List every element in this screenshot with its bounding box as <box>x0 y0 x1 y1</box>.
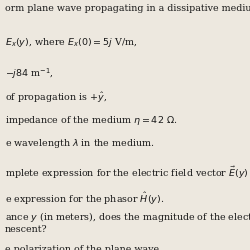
Text: of propagation is $+\hat{y}$,: of propagation is $+\hat{y}$, <box>5 90 107 105</box>
Text: impedance of the medium $\eta = 42\ \Omega$.: impedance of the medium $\eta = 42\ \Ome… <box>5 114 178 127</box>
Text: $E_x(y)$, where $E_x(0) = 5j$ V/m,: $E_x(y)$, where $E_x(0) = 5j$ V/m, <box>5 36 138 49</box>
Text: nescent?: nescent? <box>5 225 48 234</box>
Text: mplete expression for the electric field vector $\vec{E}(y)$ in phasor: mplete expression for the electric field… <box>5 165 250 181</box>
Text: e polarization of the plane wave.: e polarization of the plane wave. <box>5 246 162 250</box>
Text: $- j84$ m$^{-1}$,: $- j84$ m$^{-1}$, <box>5 66 54 81</box>
Text: ance $y$ (in meters), does the magnitude of the electric field: ance $y$ (in meters), does the magnitude… <box>5 210 250 224</box>
Text: e expression for the phasor $\hat{H}(y)$.: e expression for the phasor $\hat{H}(y)$… <box>5 190 164 207</box>
Text: orm plane wave propagating in a dissipative medium, with: orm plane wave propagating in a dissipat… <box>5 4 250 13</box>
Text: e wavelength $\lambda$ in the medium.: e wavelength $\lambda$ in the medium. <box>5 138 155 150</box>
